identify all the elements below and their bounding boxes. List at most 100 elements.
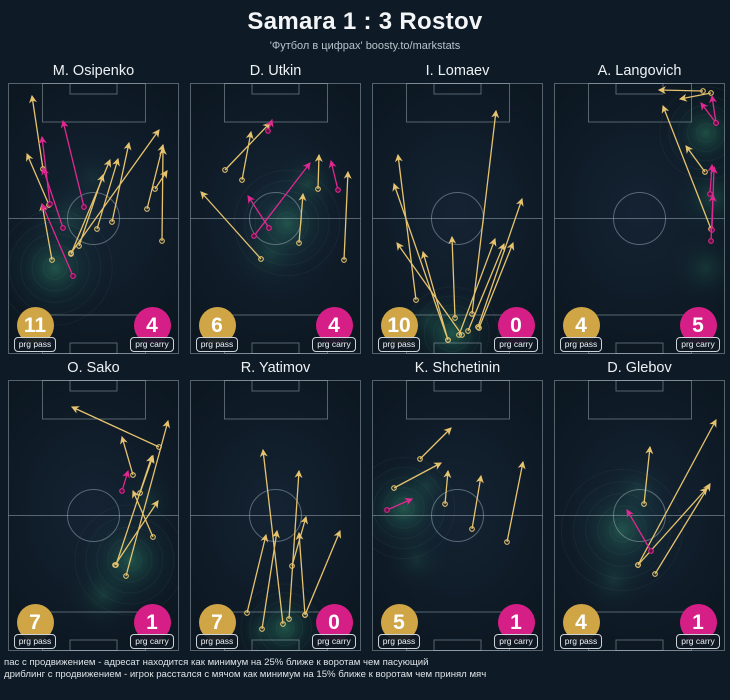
pass-arrows-layer <box>391 427 526 545</box>
player-card-i-lomaev: I. Lomaev 10 prg pass 0 prg carry <box>372 62 543 354</box>
pass-arrow <box>304 529 342 616</box>
prg-carry-label: prg carry <box>130 337 174 352</box>
player-card-r-yatimov: R. Yatimov 7 prg pass 0 prg carry <box>190 359 361 651</box>
pass-arrow <box>661 104 712 230</box>
pitch-lines <box>190 380 361 651</box>
pass-arrow <box>471 109 500 315</box>
carry-origin-dot <box>251 233 257 239</box>
prg-pass-badge: 10 prg pass <box>372 307 426 352</box>
pitch: 6 prg pass 4 prg carry <box>190 83 361 354</box>
pass-arrow <box>158 146 167 242</box>
player-name: I. Lomaev <box>425 63 490 79</box>
player-name: K. Shchetinin <box>414 360 501 376</box>
prg-pass-badge: 5 prg pass <box>372 604 426 649</box>
carry-arrow <box>60 119 85 208</box>
pass-origin-dot <box>239 177 245 183</box>
pass-arrow <box>132 489 154 538</box>
pass-origin-dot <box>452 315 458 321</box>
carry-arrows-layer <box>38 119 87 279</box>
prg-pass-label: prg pass <box>377 337 421 352</box>
player-name: A. Langovich <box>597 63 682 79</box>
carry-arrows-layer <box>626 509 654 554</box>
carry-arrow <box>708 193 717 242</box>
player-card-d-utkin: D. Utkin 6 prg pass 4 prg carry <box>190 62 361 354</box>
carry-arrows-layer <box>247 118 341 239</box>
player-name: D. Glebov <box>607 360 672 376</box>
pass-origin-dot <box>76 243 82 249</box>
pass-arrow <box>241 130 254 181</box>
pass-origin-dot <box>417 456 423 462</box>
pass-arrow <box>246 533 269 614</box>
pass-arrow <box>154 170 168 190</box>
prg-pass-badge: 4 prg pass <box>554 307 608 352</box>
prg-carry-badge: 0 prg carry <box>307 604 361 649</box>
player-card-m-osipenko: M. Osipenko 11 prg pass 4 prg carry <box>8 62 179 354</box>
pass-arrow <box>39 202 53 261</box>
pass-origin-dot <box>469 526 475 532</box>
pass-arrow <box>70 129 160 254</box>
pass-arrow <box>78 173 105 247</box>
player-pitch-grid: M. Osipenko 11 prg pass 4 prg carry D. U… <box>0 62 730 651</box>
pass-origin-dot <box>109 219 115 225</box>
pass-arrow <box>393 462 443 489</box>
pass-origin-dot <box>150 534 156 540</box>
pass-arrow <box>637 418 717 566</box>
pass-origin-dot <box>244 610 250 616</box>
pitch-svg <box>190 83 361 354</box>
carry-arrow <box>700 102 717 124</box>
pass-arrow <box>70 406 160 448</box>
pitch: 7 prg pass 1 prg carry <box>8 380 179 651</box>
carry-origin-dot <box>119 488 125 494</box>
pass-arrow <box>26 152 50 206</box>
pass-origin-dot <box>302 612 308 618</box>
match-title: Samara 1 : 3 Rostov <box>247 8 483 35</box>
pass-arrow <box>478 241 515 329</box>
pass-arrow <box>506 460 526 543</box>
prg-pass-badge: 6 prg pass <box>190 307 244 352</box>
pass-arrow <box>120 435 134 476</box>
carry-arrow <box>328 159 339 191</box>
pass-arrow <box>396 242 463 336</box>
prg-carry-label: prg carry <box>494 337 538 352</box>
pass-arrow <box>471 474 484 530</box>
prg-pass-label: prg pass <box>195 634 239 649</box>
pass-origin-dot <box>49 257 55 263</box>
pass-origin-dot <box>280 621 286 627</box>
prg-pass-badge: 4 prg pass <box>554 604 608 649</box>
pass-arrow <box>448 235 457 319</box>
pitch-lines <box>554 380 725 651</box>
pass-origin-dot <box>159 238 165 244</box>
credit-subtitle: 'Футбол в цифрах' boosty.to/markstats <box>269 40 461 52</box>
player-name: O. Sako <box>67 360 120 376</box>
carry-arrow <box>709 94 717 124</box>
header: Samara 1 : 3 Rostov 'Футбол в цифрах' bo… <box>0 0 730 52</box>
pitch: 10 prg pass 0 prg carry <box>372 83 543 354</box>
carry-arrow <box>247 195 270 229</box>
pass-arrow <box>146 143 166 210</box>
pass-origin-dot <box>94 226 100 232</box>
carry-arrow <box>41 166 64 229</box>
carry-arrow <box>253 162 311 237</box>
player-card-k-shchetinin: K. Shchetinin 5 prg pass 1 prg carry <box>372 359 543 651</box>
pass-arrow <box>114 500 159 566</box>
carry-origin-dot <box>60 225 66 231</box>
carry-origin-dot <box>70 273 76 279</box>
pass-arrow <box>458 237 497 336</box>
pass-origin-dot <box>641 501 647 507</box>
prg-carry-label: prg carry <box>130 634 174 649</box>
pass-arrows-layer <box>200 122 352 263</box>
pass-origin-dot <box>259 626 265 632</box>
pass-origin-dot <box>459 332 465 338</box>
player-name: D. Utkin <box>249 63 302 79</box>
pass-arrow <box>654 483 711 575</box>
pass-origin-dot <box>702 169 708 175</box>
prg-pass-label: prg pass <box>377 634 421 649</box>
pass-arrow <box>477 197 524 328</box>
pass-origin-dot <box>475 324 481 330</box>
pass-origin-dot <box>68 250 74 256</box>
carry-origin-dot <box>708 238 714 244</box>
player-card-a-langovich: A. Langovich 4 prg pass 5 prg carry <box>554 62 725 354</box>
pass-arrow <box>421 250 449 341</box>
heatmap-layer <box>372 455 457 594</box>
pass-origin-dot <box>456 332 462 338</box>
